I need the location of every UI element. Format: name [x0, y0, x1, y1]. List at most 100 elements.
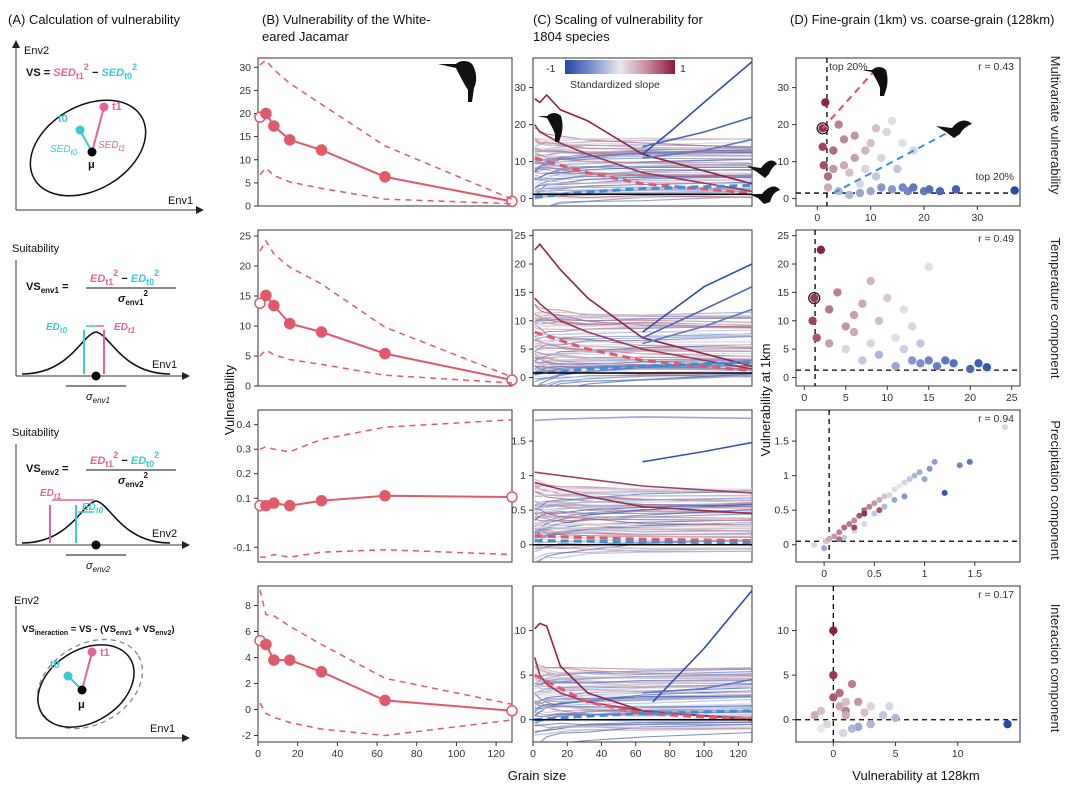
d3-ytick-label: 1: [783, 470, 789, 482]
d1-point: [951, 185, 961, 194]
d3-point: [886, 491, 893, 498]
row-label-multivariate: Multivariate vulnerability: [1048, 56, 1063, 195]
d3-point: [881, 493, 888, 500]
c1-species-line: [534, 168, 752, 189]
d1-point: [877, 183, 886, 192]
d4-point: [835, 688, 844, 698]
c1-highlight-line: [642, 138, 752, 159]
b1-ytick-label: 20: [239, 108, 251, 120]
b2-mean-point: [260, 289, 272, 302]
c2-species-line: [534, 323, 752, 328]
d3-point: [901, 479, 908, 486]
d4-ytick-label: 0: [783, 714, 789, 726]
d1-t1-label: t1: [112, 101, 122, 113]
d1-point: [821, 98, 830, 107]
c1-species-line: [534, 176, 752, 189]
slope-legend-min: -1: [546, 63, 555, 75]
c4-plot-frame: [532, 585, 753, 743]
d4-ytick-label: 5: [783, 670, 789, 682]
c4-species-line: [534, 669, 752, 676]
b1-mean-point: [379, 171, 391, 183]
c1-ytick-label: 20: [514, 119, 526, 131]
c4-species-line: [534, 682, 752, 696]
c3-species-line: [534, 487, 752, 491]
d4-y-label: Env2: [14, 595, 39, 607]
b4-ytick-label: 6: [245, 626, 251, 638]
d2-y-label: Suitability: [12, 243, 60, 255]
d2-ytick-label: 20: [777, 259, 789, 271]
d4-point: [847, 679, 857, 689]
b4-xtick-label: 60: [371, 748, 383, 760]
d4-point: [847, 724, 857, 733]
c3-species-line: [534, 497, 752, 511]
d4-point: [829, 626, 838, 635]
d4-point: [885, 702, 894, 711]
d1-t0-label: t0: [58, 113, 68, 125]
b4-mean-point: [268, 654, 280, 666]
d2-point: [907, 356, 917, 365]
c4-xtick-label: 0: [530, 748, 536, 760]
c2-ytick-label: 25: [514, 230, 526, 242]
c4-highlight-line: [642, 678, 752, 694]
d1-point: [925, 185, 934, 194]
row-label-interaction: Interaction component: [1048, 604, 1063, 733]
c3-highlight-line: [534, 481, 752, 515]
jacamar-silhouette-b: [438, 61, 477, 102]
d2-point: [974, 359, 983, 368]
d2-point: [824, 305, 834, 314]
d4-t1-label: t1: [100, 647, 110, 659]
d2-xtick-label: 0: [801, 392, 807, 404]
d3-sigma-label: σenv2: [86, 560, 111, 574]
d3-formula-denominator: σenv22: [118, 471, 149, 489]
d1-point: [861, 146, 870, 155]
slope-legend: -1 1 Standardized slope: [546, 60, 686, 91]
d2-ytick-label: 25: [777, 230, 789, 242]
d3-point: [826, 536, 833, 543]
b2-ytick-label: 10: [239, 321, 251, 333]
c2-species-line: [534, 303, 752, 318]
d2-point: [916, 339, 925, 348]
slope-legend-title: Standardized slope: [570, 79, 660, 91]
b2-mean-point: [315, 326, 328, 338]
d1-point: [855, 188, 865, 198]
b3-plot: -0.1 0.1 0.2 0.3 0.4: [233, 409, 518, 563]
d-y-axis-label: Vulnerability at 1km: [758, 344, 773, 457]
d1-point: [829, 164, 838, 174]
b2-upper-bound: [259, 239, 513, 378]
d1-point: [845, 168, 854, 177]
c2-ytick-label: 15: [514, 287, 526, 299]
c2-highlight-line: [642, 308, 752, 345]
panel-c-title-line1: (C) Scaling of vulnerability for: [533, 12, 703, 27]
d1-point: [845, 190, 854, 200]
d1-sed-t1-label: SEDt1: [98, 140, 125, 153]
d1-point: [850, 131, 859, 140]
d1-t0-point: [75, 125, 85, 135]
d4-t1-point: [87, 647, 97, 657]
c4-species-line: [534, 667, 752, 684]
c4-species-line: [534, 721, 752, 727]
panel-b-title-line1: (B) Vulnerability of the White-: [262, 12, 431, 27]
b1-ytick-label: 10: [239, 154, 251, 166]
d4-point: [810, 711, 819, 720]
c4-ytick-label: 0: [520, 714, 526, 726]
d2-point: [866, 276, 875, 286]
c1-species-line: [534, 190, 752, 200]
d3-ed-t0-label: EDt0: [82, 502, 104, 515]
d1-x-arrow: [196, 206, 204, 214]
c4-xtick-label: 40: [596, 748, 608, 760]
c3-ytick-label: 0.5: [511, 505, 526, 517]
c3-plot: 0 0.5 1 1.5: [511, 409, 753, 563]
b4-ytick-label: -2: [242, 730, 251, 742]
b-y-axis-label: Vulnerability: [222, 364, 237, 435]
c1-ytick-label: 0: [520, 193, 526, 205]
d3-xtick-label: 0.5: [867, 568, 882, 580]
d2-point: [883, 293, 892, 303]
d3-y-label: Suitability: [12, 427, 60, 439]
d2-suitability-curve: [21, 331, 171, 375]
b4-xtick-label: 80: [411, 748, 423, 760]
c1-species-line: [534, 149, 752, 172]
c3-species-line: [534, 493, 752, 498]
b3-mean-point: [379, 490, 391, 502]
d3-point: [941, 489, 948, 496]
d2-point: [924, 262, 933, 272]
